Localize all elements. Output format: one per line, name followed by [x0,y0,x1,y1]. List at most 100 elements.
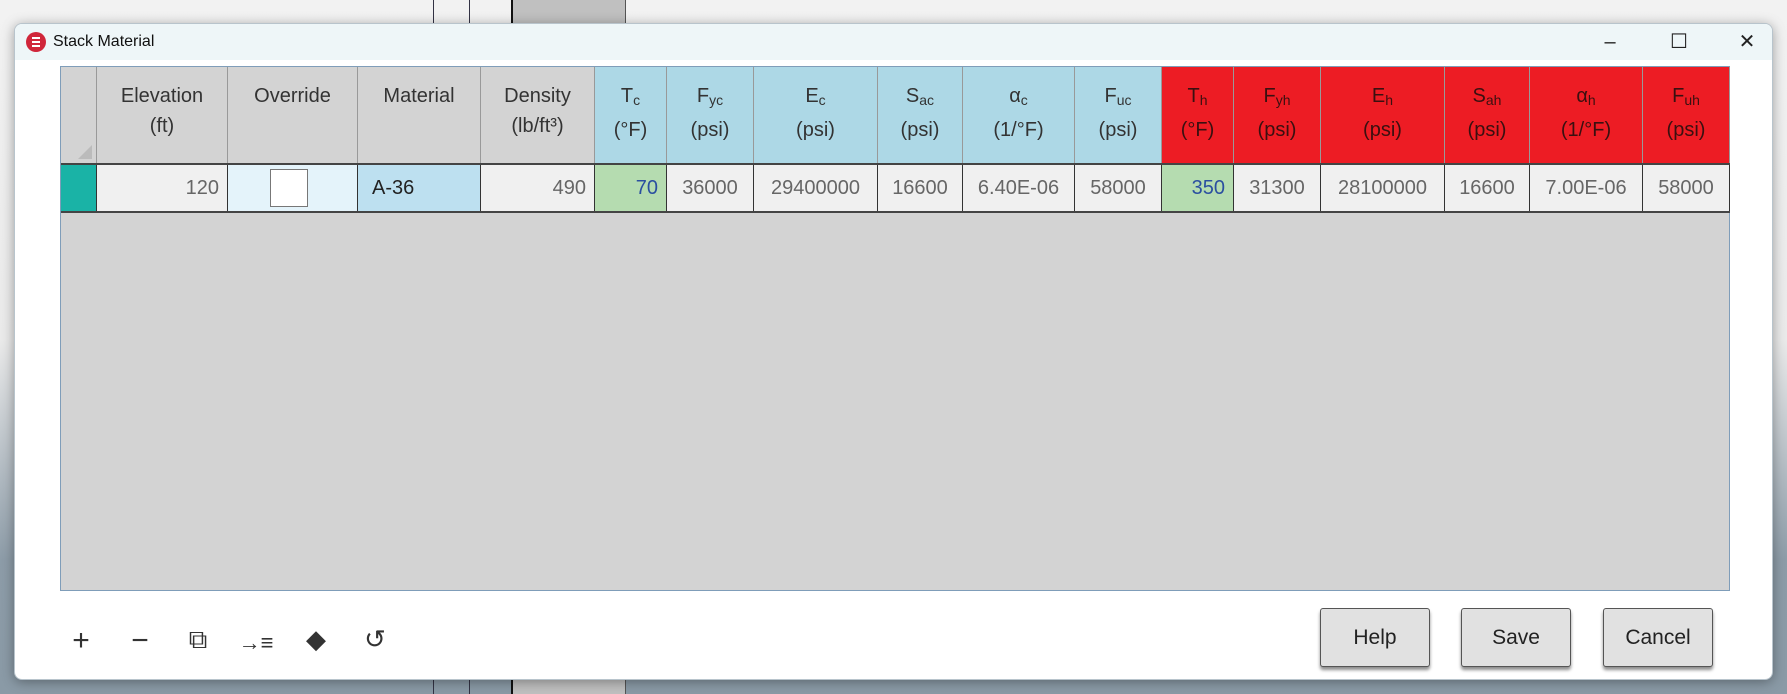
column-header-density[interactable]: Density (lb/ft³) [481,67,595,163]
cell-sah[interactable]: 16600 [1445,165,1530,211]
cell-alphah[interactable]: 7.00E-06 [1530,165,1643,211]
column-header-name: Sah [1445,81,1529,115]
column-header-name: Fyc [667,81,753,115]
cell-material[interactable]: A-36 [358,165,481,211]
column-header-subscript: ah [1485,92,1502,108]
column-header-th[interactable]: Th (°F) [1162,67,1234,163]
cancel-button[interactable]: Cancel [1603,608,1713,667]
column-header-name: Th [1162,81,1233,115]
column-header-symbol: E [1371,85,1386,107]
column-header-subscript: uc [1116,92,1132,108]
cell-fyc[interactable]: 36000 [667,165,754,211]
save-button[interactable]: Save [1461,608,1571,667]
column-header-fyh[interactable]: Fyh (psi) [1234,67,1321,163]
column-header-subscript: yc [709,92,724,108]
header-row: Elevation (ft) Override Material Density (lb/… [61,67,1730,163]
title-bar: Stack Material – ☐ ✕ [15,24,1772,60]
column-header-subscript: c [633,92,641,108]
column-header-unit: (psi) [1666,119,1706,141]
column-header-name: Fuh [1643,81,1729,115]
column-header-name: Tc [595,81,666,115]
cell-eh[interactable]: 28100000 [1321,165,1445,211]
column-header-subscript: c [818,92,826,108]
material-grid[interactable]: Elevation (ft) Override Material Density (lb/… [60,66,1730,591]
app-icon [26,32,46,52]
column-header-name: Density [481,81,594,111]
column-header-tc[interactable]: Tc (°F) [595,67,667,163]
cell-th[interactable]: 350 [1162,165,1234,211]
column-header-name: Elevation [97,81,227,111]
column-header-symbol: F [1263,85,1276,107]
column-header-symbol: T [1187,85,1200,107]
cell-fyh[interactable]: 31300 [1234,165,1321,211]
column-header-symbol: Density [504,85,571,107]
column-header-subscript: c [1020,92,1028,108]
column-header-unit: (1/°F) [993,119,1044,141]
column-header-alphac[interactable]: αc (1/°F) [963,67,1075,163]
column-header-symbol: Material [383,85,455,107]
column-header-symbol: T [620,85,634,107]
override-checkbox[interactable] [270,169,308,207]
remove-row-icon[interactable]: − [131,624,149,657]
help-button[interactable]: Help [1320,608,1430,667]
column-header-symbol: α [1009,85,1021,107]
close-button[interactable]: ✕ [1738,31,1756,53]
column-header-symbol: F [1104,85,1117,107]
column-header-unit: (°F) [613,119,648,141]
column-header-ec[interactable]: Ec (psi) [754,67,878,163]
column-header-name: Eh [1321,81,1444,115]
column-header-subscript: uh [1684,92,1700,108]
column-header-fuc[interactable]: Fuc (psi) [1075,67,1162,163]
column-header-fuh[interactable]: Fuh (psi) [1643,67,1730,163]
column-header-unit: (psi) [1363,119,1402,141]
column-header-name: Material [358,81,480,111]
cell-elevation[interactable]: 120 [97,165,228,211]
column-header-material[interactable]: Material [358,67,481,163]
column-header-subscript: h [1587,92,1596,108]
column-header-unit: (psi) [1098,119,1138,141]
column-header-unit: (psi) [690,119,730,141]
column-header-elevation[interactable]: Elevation (ft) [97,67,228,163]
stack-material-dialog: Stack Material – ☐ ✕ Elevation (ft) Overri… [14,23,1773,680]
cell-fuh[interactable]: 58000 [1643,165,1730,211]
column-header-symbol: S [905,85,920,107]
column-header-sah[interactable]: Sah (psi) [1445,67,1530,163]
column-header-unit: (ft) [149,115,175,137]
cell-override[interactable] [228,165,358,211]
table-row[interactable]: 120 A-36 490 70 36000 29400000 16600 6.40E-06 58… [61,163,1730,213]
column-header-eh[interactable]: Eh (psi) [1321,67,1445,163]
column-header-symbol: S [1472,85,1486,107]
column-header-override[interactable]: Override [228,67,358,163]
cell-fuc[interactable]: 58000 [1075,165,1162,211]
column-header-symbol: Elevation [120,85,204,107]
column-header-alphah[interactable]: αh (1/°F) [1530,67,1643,163]
row-header-selected[interactable] [61,165,97,211]
select-all-corner[interactable] [61,67,97,163]
column-header-subscript: ac [919,92,935,108]
column-header-fyc[interactable]: Fyc (psi) [667,67,754,163]
cell-sac[interactable]: 16600 [878,165,963,211]
column-header-sac[interactable]: Sac (psi) [878,67,963,163]
column-header-name: αh [1530,81,1642,115]
column-header-symbol: F [696,85,710,107]
column-header-unit: (psi) [900,119,940,141]
history-icon[interactable]: ↺ [364,624,386,654]
window-title: Stack Material [53,33,155,50]
add-row-icon[interactable]: + [72,624,90,657]
column-header-name: αc [963,81,1074,115]
column-header-unit: (psi) [1257,119,1297,141]
cell-density[interactable]: 490 [481,165,595,211]
eraser-icon[interactable]: ◆ [306,624,326,654]
minimize-button[interactable]: – [1604,31,1616,53]
column-header-symbol: α [1576,85,1588,107]
insert-icon[interactable]: →≡ [238,630,274,655]
cell-alphac[interactable]: 6.40E-06 [963,165,1075,211]
column-header-name: Fuc [1075,81,1161,115]
cell-tc[interactable]: 70 [595,165,667,211]
cell-ec[interactable]: 29400000 [754,165,878,211]
maximize-button[interactable]: ☐ [1670,31,1688,53]
column-header-symbol: E [805,85,819,107]
copy-icon[interactable]: ⧉ [188,624,208,654]
column-header-subscript: h [1385,92,1394,108]
column-header-unit: (1/°F) [1560,119,1612,141]
